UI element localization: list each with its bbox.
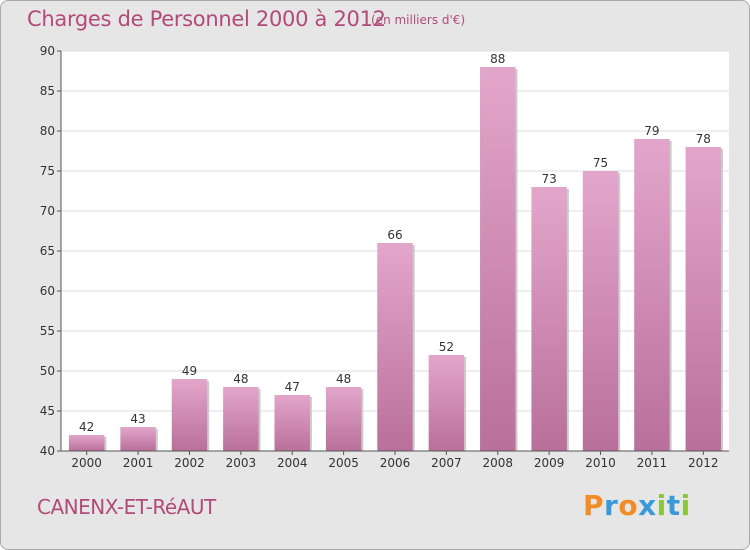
y-tick-label: 80 <box>40 124 55 138</box>
chart-subtitle: (en milliers d'€) <box>371 13 466 27</box>
x-tick-label-2001: 2001 <box>123 456 154 470</box>
x-tick-label-2010: 2010 <box>585 456 616 470</box>
y-tick-label: 75 <box>40 164 55 178</box>
chart-title: Charges de Personnel 2000 à 2012 <box>27 7 386 31</box>
bar-2007 <box>428 355 465 451</box>
x-tick-label-2006: 2006 <box>380 456 411 470</box>
bar-2005 <box>325 387 362 451</box>
x-tick-label-2000: 2000 <box>71 456 102 470</box>
bar-2006 <box>377 243 413 451</box>
y-tick-label: 70 <box>40 204 55 218</box>
value-label-2000: 42 <box>79 420 94 434</box>
y-tick-label: 65 <box>40 244 55 258</box>
value-label-2003: 48 <box>233 372 248 386</box>
bar-2001 <box>120 427 156 451</box>
y-tick-label: 60 <box>40 284 55 298</box>
value-label-2010: 75 <box>593 156 608 170</box>
x-tick-label-2003: 2003 <box>226 456 257 470</box>
brand-letter: o <box>618 489 639 522</box>
proxiti-logo: Proxiti <box>583 489 691 522</box>
brand-letter: t <box>666 489 681 522</box>
axes: 40 45 50 55 60 65 70 75 80 85 90 2000 2001 2002 2003 20… <box>40 44 729 470</box>
brand-letter: i <box>656 489 667 522</box>
bar-2002 <box>171 379 208 451</box>
bar-2003 <box>223 387 259 451</box>
commune-name: CANENX-ET-RéAUT <box>37 495 216 519</box>
x-tick-label-2009: 2009 <box>534 456 565 470</box>
brand-letter: x <box>638 489 657 522</box>
x-tick-label-2002: 2002 <box>174 456 205 470</box>
x-tick-label-2008: 2008 <box>482 456 513 470</box>
bar-2008 <box>480 67 516 451</box>
value-label-2008: 88 <box>490 52 505 66</box>
y-tick-label: 40 <box>40 444 55 458</box>
x-tick-label-2011: 2011 <box>637 456 668 470</box>
value-label-2009: 73 <box>542 172 557 186</box>
brand-letter: r <box>604 489 619 522</box>
x-tick-label-2007: 2007 <box>431 456 462 470</box>
value-label-2004: 47 <box>285 380 300 394</box>
y-tick-label: 85 <box>40 84 55 98</box>
y-tick-label: 90 <box>40 44 55 58</box>
value-label-2005: 48 <box>336 372 351 386</box>
value-label-2006: 66 <box>387 228 402 242</box>
value-label-2007: 52 <box>439 340 454 354</box>
y-tick-label: 55 <box>40 324 55 338</box>
brand-letter: i <box>680 489 691 522</box>
bar-2012 <box>685 147 722 451</box>
bar-2010 <box>582 171 619 451</box>
bar-2000 <box>68 435 105 451</box>
value-label-2012: 78 <box>696 132 711 146</box>
x-tick-label-2012: 2012 <box>688 456 719 470</box>
bar-2009 <box>531 187 567 451</box>
y-tick-label: 45 <box>40 404 55 418</box>
value-label-2002: 49 <box>182 364 197 378</box>
x-tick-label-2004: 2004 <box>277 456 308 470</box>
bar-2004 <box>274 395 310 451</box>
value-label-2011: 79 <box>644 124 659 138</box>
bar-2011 <box>634 139 670 451</box>
x-tick-label-2005: 2005 <box>328 456 359 470</box>
bars: 42 43 49 48 47 48 66 52 88 73 75 79 78 <box>68 52 724 451</box>
brand-letter: P <box>583 489 605 522</box>
y-tick-label: 50 <box>40 364 55 378</box>
value-label-2001: 43 <box>130 412 145 426</box>
